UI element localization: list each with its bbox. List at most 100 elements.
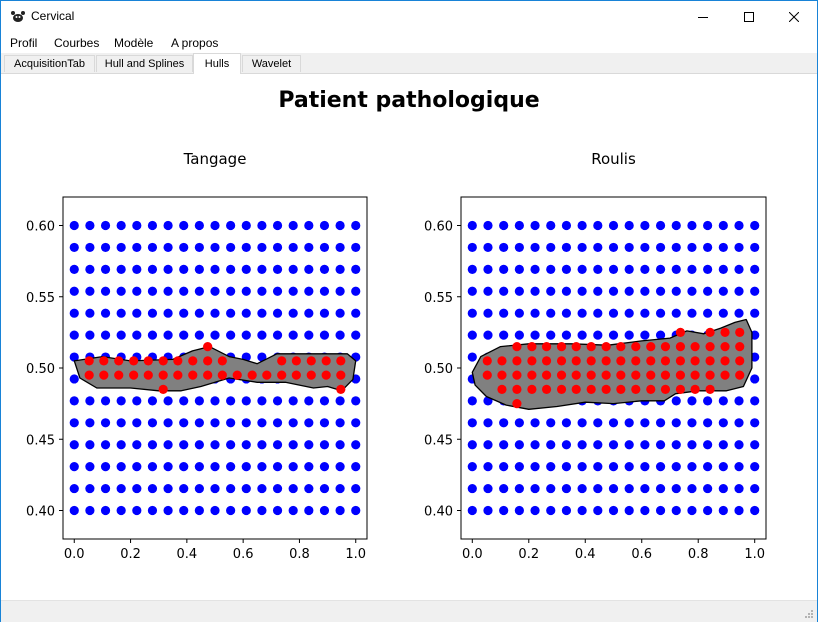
grid-point: [750, 418, 760, 428]
inside-point: [482, 356, 492, 366]
grid-point: [194, 505, 204, 516]
grid-point: [467, 286, 477, 296]
grid-point: [593, 462, 603, 472]
grid-point: [703, 396, 713, 406]
inside-point: [306, 370, 316, 380]
grid-point: [194, 286, 204, 296]
inside-point: [690, 384, 700, 394]
grid-point: [561, 462, 572, 472]
menu-a-propos[interactable]: A propos: [171, 36, 219, 50]
grid-point: [272, 440, 283, 450]
grid-point: [226, 462, 236, 472]
tab-acquisition[interactable]: AcquisitionTab: [4, 55, 95, 72]
tab-hulls[interactable]: Hulls: [193, 53, 241, 74]
grid-point: [163, 286, 173, 296]
grid-point: [69, 440, 79, 450]
menu-profil[interactable]: Profil: [10, 36, 38, 50]
grid-point: [671, 483, 681, 494]
grid-point: [85, 286, 95, 296]
grid-point: [734, 440, 744, 450]
inside-point: [720, 327, 730, 337]
grid-point: [608, 242, 619, 253]
grid-point: [335, 505, 345, 516]
close-button[interactable]: [771, 1, 817, 32]
grid-point: [226, 505, 236, 516]
grid-point: [593, 418, 603, 428]
inside-point: [556, 384, 567, 394]
menu-courbes[interactable]: Courbes: [54, 36, 100, 50]
grid-point: [210, 308, 220, 318]
grid-point: [561, 505, 572, 516]
inside-point: [99, 356, 109, 366]
grid-point: [593, 483, 603, 494]
inside-point: [188, 356, 198, 366]
grid-point: [467, 418, 477, 428]
inside-point: [646, 356, 656, 366]
tab-wavelet[interactable]: Wavelet: [242, 55, 301, 72]
inside-point: [616, 384, 626, 394]
grid-point: [687, 308, 697, 318]
grid-point: [69, 396, 79, 406]
grid-point: [194, 242, 204, 253]
grid-point: [288, 330, 298, 340]
grid-point: [671, 418, 681, 428]
grid-point: [655, 220, 666, 231]
inside-point: [527, 370, 537, 380]
grid-point: [100, 418, 111, 428]
grid-point: [467, 264, 477, 274]
inside-point: [541, 356, 552, 366]
window-title: Cervical: [31, 9, 75, 23]
grid-point: [132, 308, 142, 318]
grid-point: [100, 483, 111, 494]
grid-point: [288, 418, 298, 428]
grid-point: [69, 505, 79, 516]
grid-point: [319, 220, 330, 231]
grid-point: [147, 264, 158, 274]
grid-point: [319, 396, 330, 406]
inside-point: [129, 370, 139, 380]
inside-point: [720, 342, 730, 352]
inside-point: [675, 327, 686, 337]
menu-bar: Profil Courbes Modèle A propos: [1, 32, 817, 53]
maximize-button[interactable]: [726, 1, 772, 32]
grid-point: [319, 505, 330, 516]
grid-point: [561, 440, 572, 450]
grid-point: [132, 330, 142, 340]
grid-point: [561, 483, 572, 494]
inside-point: [705, 342, 715, 352]
grid-point: [304, 308, 314, 318]
grid-point: [100, 264, 111, 274]
grid-point: [147, 483, 158, 494]
grid-point: [499, 264, 509, 274]
grid-point: [69, 286, 79, 296]
grid-point: [179, 396, 189, 406]
grid-point: [467, 352, 477, 362]
menu-modele[interactable]: Modèle: [114, 36, 154, 50]
grid-point: [319, 286, 330, 296]
grid-point: [577, 418, 587, 428]
grid-point: [257, 242, 267, 253]
grid-point: [687, 462, 697, 472]
inside-point: [601, 384, 611, 394]
grid-point: [335, 462, 345, 472]
tab-hull-and-splines[interactable]: Hull and Splines: [96, 55, 193, 72]
grid-point: [608, 330, 619, 340]
grid-point: [257, 286, 267, 296]
grid-point: [593, 220, 603, 231]
grid-point: [288, 220, 298, 231]
inside-point: [735, 356, 745, 366]
grid-point: [304, 220, 314, 231]
grid-point: [210, 286, 220, 296]
grid-point: [640, 330, 650, 340]
minimize-button[interactable]: [680, 1, 726, 32]
resize-grip-icon[interactable]: [804, 609, 814, 619]
grid-point: [624, 242, 634, 253]
grid-point: [577, 220, 587, 231]
x-tick-label: 0.6: [233, 547, 254, 562]
grid-point: [467, 483, 477, 494]
grid-point: [147, 396, 158, 406]
title-bar[interactable]: Cervical: [1, 1, 817, 32]
grid-point: [750, 242, 760, 253]
grid-point: [640, 505, 650, 516]
inside-point: [512, 399, 522, 409]
